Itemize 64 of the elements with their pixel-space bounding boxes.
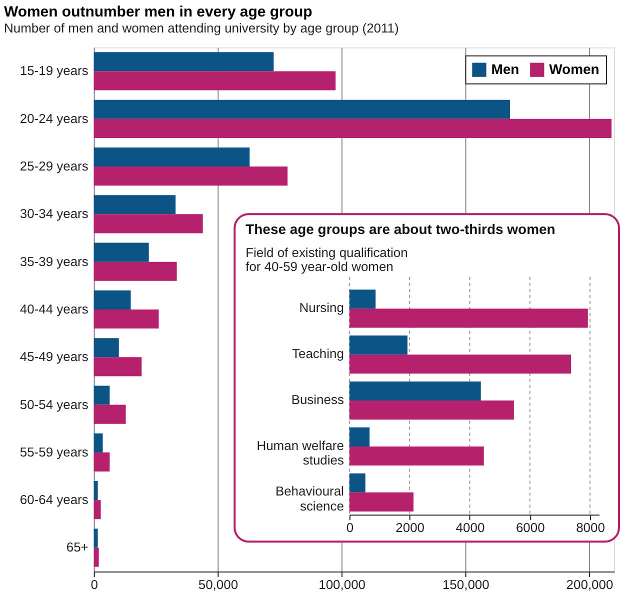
x-tick-label: 50,000 bbox=[198, 577, 238, 592]
y-tick-label: Behavioural science bbox=[275, 484, 344, 514]
y-tick-label: Human welfare studies bbox=[256, 438, 344, 468]
x-tick-label: 200,000 bbox=[566, 577, 614, 592]
bar bbox=[94, 242, 149, 262]
x-tick-label: 150,000 bbox=[442, 577, 490, 592]
y-tick-label: 65+ bbox=[66, 540, 88, 555]
bar bbox=[94, 262, 177, 281]
bar bbox=[349, 290, 376, 309]
y-tick-label: 40-44 years bbox=[20, 301, 89, 316]
bar bbox=[349, 308, 588, 328]
bar bbox=[94, 433, 103, 452]
bar bbox=[349, 400, 514, 420]
bar bbox=[349, 336, 408, 355]
x-tick-label: 2000 bbox=[396, 520, 425, 536]
x-tick-label: 6000 bbox=[516, 520, 545, 536]
x-tick-label: 0 bbox=[90, 577, 98, 592]
legend-label: Women bbox=[549, 60, 600, 77]
bar bbox=[94, 147, 250, 167]
bar bbox=[94, 52, 274, 72]
bar bbox=[349, 427, 370, 446]
x-tick-label: 4000 bbox=[456, 520, 485, 536]
chart-subtitle: Field of existing qualification for 40-59 year-old women bbox=[246, 245, 408, 274]
y-tick-label: 25-29 years bbox=[20, 158, 89, 174]
y-tick-label: 55-59 years bbox=[20, 444, 89, 460]
y-tick-label: 20-24 years bbox=[20, 110, 89, 126]
bar bbox=[349, 446, 484, 466]
y-tick-label: 50-54 years bbox=[20, 396, 89, 412]
y-tick-label: 15-19 years bbox=[20, 63, 89, 78]
legend-label: Men bbox=[491, 60, 520, 77]
y-tick-label: 30-34 years bbox=[20, 206, 89, 222]
x-tick-label: 8000 bbox=[576, 520, 605, 536]
y-tick-label: 35-39 years bbox=[20, 254, 89, 269]
bar bbox=[94, 118, 612, 138]
bar bbox=[94, 166, 288, 186]
y-tick-label: Nursing bbox=[299, 300, 344, 315]
bar bbox=[94, 195, 176, 214]
y-tick-label: Teaching bbox=[292, 346, 344, 361]
bar bbox=[94, 357, 142, 376]
x-tick-label: 0 bbox=[346, 520, 354, 536]
bar bbox=[94, 386, 110, 405]
y-tick-label: 45-49 years bbox=[20, 349, 89, 364]
bar bbox=[94, 71, 336, 90]
bar bbox=[349, 381, 481, 401]
bar bbox=[349, 473, 366, 492]
chart-title: Women outnumber men in every age group bbox=[4, 3, 312, 20]
bar bbox=[94, 452, 110, 472]
bar bbox=[349, 354, 572, 374]
chart-subtitle: Number of men and women attending university by age group (2011) bbox=[4, 20, 399, 36]
bar bbox=[94, 309, 159, 329]
x-tick-label: 100,000 bbox=[318, 577, 366, 592]
chart-title: These age groups are about two-thirds women bbox=[246, 221, 556, 238]
bar bbox=[94, 290, 131, 310]
bar bbox=[94, 548, 99, 567]
bar bbox=[94, 481, 98, 500]
bar bbox=[94, 100, 510, 119]
bar bbox=[94, 214, 203, 234]
bar bbox=[94, 404, 126, 424]
y-tick-label: Business bbox=[291, 392, 344, 407]
y-tick-label: 60-64 years bbox=[20, 492, 89, 508]
bar bbox=[349, 492, 414, 512]
bar bbox=[94, 338, 119, 358]
bar bbox=[94, 528, 98, 548]
bar bbox=[94, 500, 101, 520]
